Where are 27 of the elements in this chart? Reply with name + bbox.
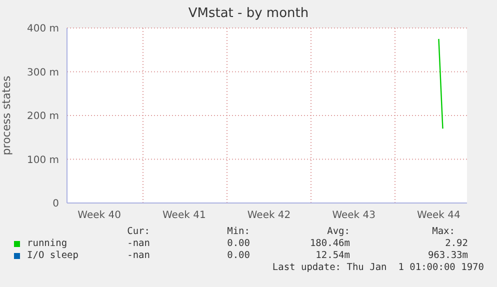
y-tick-label: 400 m [26, 24, 59, 35]
text: Cur: [126, 226, 150, 237]
y-tick-label: 100 m [26, 154, 59, 166]
x-tick-label: Week 44 [417, 210, 460, 222]
text: Last update: Thu Jan 1 01:00:00 1970 [272, 262, 484, 273]
chart-title: VMstat - by month [187, 6, 310, 21]
text: 12.54m [314, 250, 350, 261]
x-tick-label: Week 40 [78, 210, 121, 222]
x-tick-label: Week 43 [332, 210, 376, 222]
text: 180.46m [308, 238, 350, 249]
x-tick-label: Week 42 [247, 210, 291, 222]
legend-label: running [27, 238, 68, 249]
y-axis-title: process states [0, 76, 13, 156]
text: 0.00 [226, 250, 250, 261]
y-tick-label: 200 m [26, 111, 59, 122]
x-tick-label: Week 41 [162, 210, 206, 222]
text: Max: [431, 226, 455, 237]
text: 2.92 [444, 238, 468, 249]
text: -nan [127, 250, 150, 261]
text: -nan [127, 238, 150, 249]
y-tick-label: 300 m [26, 67, 59, 78]
y-tick-label: 0 [52, 198, 59, 210]
text: 963.33m [426, 250, 468, 261]
legend-label: I/O sleep [27, 250, 78, 261]
text: Avg: [326, 226, 350, 237]
text: Min: [226, 226, 250, 237]
text: 0.00 [226, 238, 250, 249]
